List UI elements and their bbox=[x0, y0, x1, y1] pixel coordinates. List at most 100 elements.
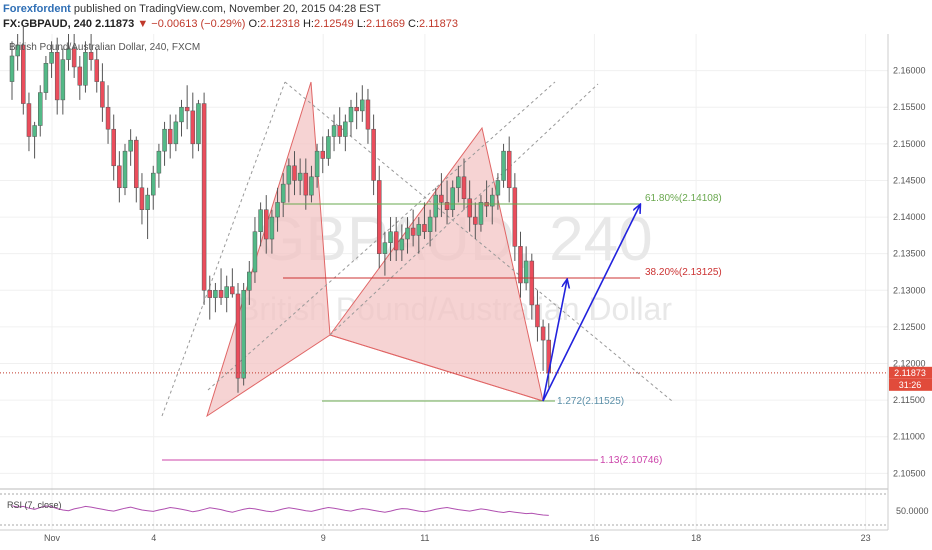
rsi-line[interactable] bbox=[11, 505, 549, 516]
candle-body[interactable] bbox=[156, 150, 162, 174]
candle-body[interactable] bbox=[128, 139, 133, 152]
candle-body[interactable] bbox=[297, 172, 303, 181]
candle-body[interactable] bbox=[49, 52, 54, 64]
candle-body[interactable] bbox=[230, 286, 235, 295]
candle-body[interactable] bbox=[343, 121, 348, 137]
candle-body[interactable] bbox=[388, 231, 393, 243]
candle-body[interactable] bbox=[444, 202, 450, 210]
candle-body[interactable] bbox=[134, 139, 139, 189]
candle-body[interactable] bbox=[247, 271, 252, 291]
candle-body[interactable] bbox=[173, 121, 179, 145]
candle-body[interactable] bbox=[422, 224, 427, 232]
trend-line-dashed[interactable] bbox=[329, 83, 599, 336]
candle-body[interactable] bbox=[456, 176, 461, 189]
candle-body[interactable] bbox=[184, 106, 190, 112]
candle-body[interactable] bbox=[77, 66, 83, 86]
candle-body[interactable] bbox=[32, 125, 37, 137]
candle-body[interactable] bbox=[235, 293, 241, 379]
candle-body[interactable] bbox=[54, 52, 60, 101]
candle-body[interactable] bbox=[337, 125, 342, 137]
candle-body[interactable] bbox=[540, 326, 546, 341]
candle-body[interactable] bbox=[241, 290, 246, 379]
pattern-base-line[interactable] bbox=[329, 334, 544, 402]
candle-body[interactable] bbox=[9, 55, 15, 82]
candle-body[interactable] bbox=[190, 110, 196, 145]
candle-body[interactable] bbox=[207, 290, 212, 298]
candle-body[interactable] bbox=[218, 290, 224, 298]
candle-body[interactable] bbox=[88, 52, 94, 60]
candle-body[interactable] bbox=[122, 150, 128, 189]
candle-body[interactable] bbox=[467, 198, 472, 218]
candle-body[interactable] bbox=[275, 202, 280, 218]
projection-arrow-382[interactable] bbox=[542, 280, 567, 402]
price-axis[interactable]: 2.16000 2.15500 2.15000 2.14500 2.14000 2.135… bbox=[887, 34, 926, 530]
candle-body[interactable] bbox=[495, 180, 501, 196]
candle-body[interactable] bbox=[523, 260, 529, 284]
candle-body[interactable] bbox=[60, 59, 66, 101]
candle-body[interactable] bbox=[213, 290, 218, 298]
candle-body[interactable] bbox=[450, 187, 455, 210]
candle-body[interactable] bbox=[506, 150, 512, 189]
candle-body[interactable] bbox=[280, 183, 286, 203]
trend-line-dashed[interactable] bbox=[161, 81, 286, 417]
candle-body[interactable] bbox=[100, 81, 105, 108]
candle-body[interactable] bbox=[309, 176, 314, 196]
candle-body[interactable] bbox=[382, 242, 388, 254]
candle-body[interactable] bbox=[393, 231, 399, 251]
candle-body[interactable] bbox=[461, 176, 467, 200]
candle-body[interactable] bbox=[38, 92, 43, 126]
candle-body[interactable] bbox=[43, 63, 49, 93]
candle-body[interactable] bbox=[286, 165, 292, 185]
candle-body[interactable] bbox=[360, 99, 365, 112]
candle-body[interactable] bbox=[83, 52, 88, 86]
candle-body[interactable] bbox=[348, 106, 354, 123]
candle-body[interactable] bbox=[94, 59, 99, 82]
time-axis[interactable]: Nov49111618232527Dec37 bbox=[0, 529, 932, 543]
candle-body[interactable] bbox=[167, 128, 173, 145]
candle-body[interactable] bbox=[320, 150, 325, 159]
author-link[interactable]: Forexfordent bbox=[3, 3, 71, 15]
candle-body[interactable] bbox=[331, 125, 337, 137]
candle-body[interactable] bbox=[427, 216, 433, 232]
candle-body[interactable] bbox=[416, 224, 422, 236]
candle-body[interactable] bbox=[26, 103, 32, 137]
candle-body[interactable] bbox=[179, 106, 184, 123]
candle-body[interactable] bbox=[377, 180, 382, 254]
candle-body[interactable] bbox=[264, 209, 269, 240]
candle-body[interactable] bbox=[529, 260, 535, 306]
candle-body[interactable] bbox=[111, 128, 116, 167]
candle-body[interactable] bbox=[252, 231, 258, 273]
candle-body[interactable] bbox=[473, 216, 478, 225]
candle-body[interactable] bbox=[21, 44, 26, 104]
candle-body[interactable] bbox=[512, 187, 518, 247]
candle-body[interactable] bbox=[490, 194, 495, 207]
candle-body[interactable] bbox=[196, 103, 201, 145]
candle-body[interactable] bbox=[399, 238, 405, 251]
candle-body[interactable] bbox=[303, 172, 309, 196]
candle-body[interactable] bbox=[117, 165, 122, 189]
candle-body[interactable] bbox=[66, 48, 71, 60]
candle-body[interactable] bbox=[258, 209, 263, 232]
candle-body[interactable] bbox=[269, 216, 275, 240]
candle-body[interactable] bbox=[314, 150, 320, 178]
candle-body[interactable] bbox=[224, 286, 229, 298]
candle-body[interactable] bbox=[371, 128, 376, 181]
candle-body[interactable] bbox=[292, 165, 297, 181]
candle-body[interactable] bbox=[201, 103, 207, 291]
trend-line-dashed[interactable] bbox=[207, 81, 556, 391]
candle-body[interactable] bbox=[501, 150, 506, 181]
candle-body[interactable] bbox=[535, 304, 540, 328]
candle-body[interactable] bbox=[15, 44, 20, 57]
candle-body[interactable] bbox=[145, 194, 150, 210]
candle-body[interactable] bbox=[151, 172, 156, 196]
candle-body[interactable] bbox=[71, 48, 77, 68]
candle-body[interactable] bbox=[326, 136, 331, 159]
projection-arrow-618[interactable] bbox=[542, 205, 640, 402]
candle-body[interactable] bbox=[478, 202, 484, 225]
candle-body[interactable] bbox=[162, 128, 167, 152]
candle-body[interactable] bbox=[433, 194, 438, 218]
candle-body[interactable] bbox=[410, 227, 416, 236]
candle-body[interactable] bbox=[518, 246, 523, 284]
candle-body[interactable] bbox=[354, 106, 359, 112]
